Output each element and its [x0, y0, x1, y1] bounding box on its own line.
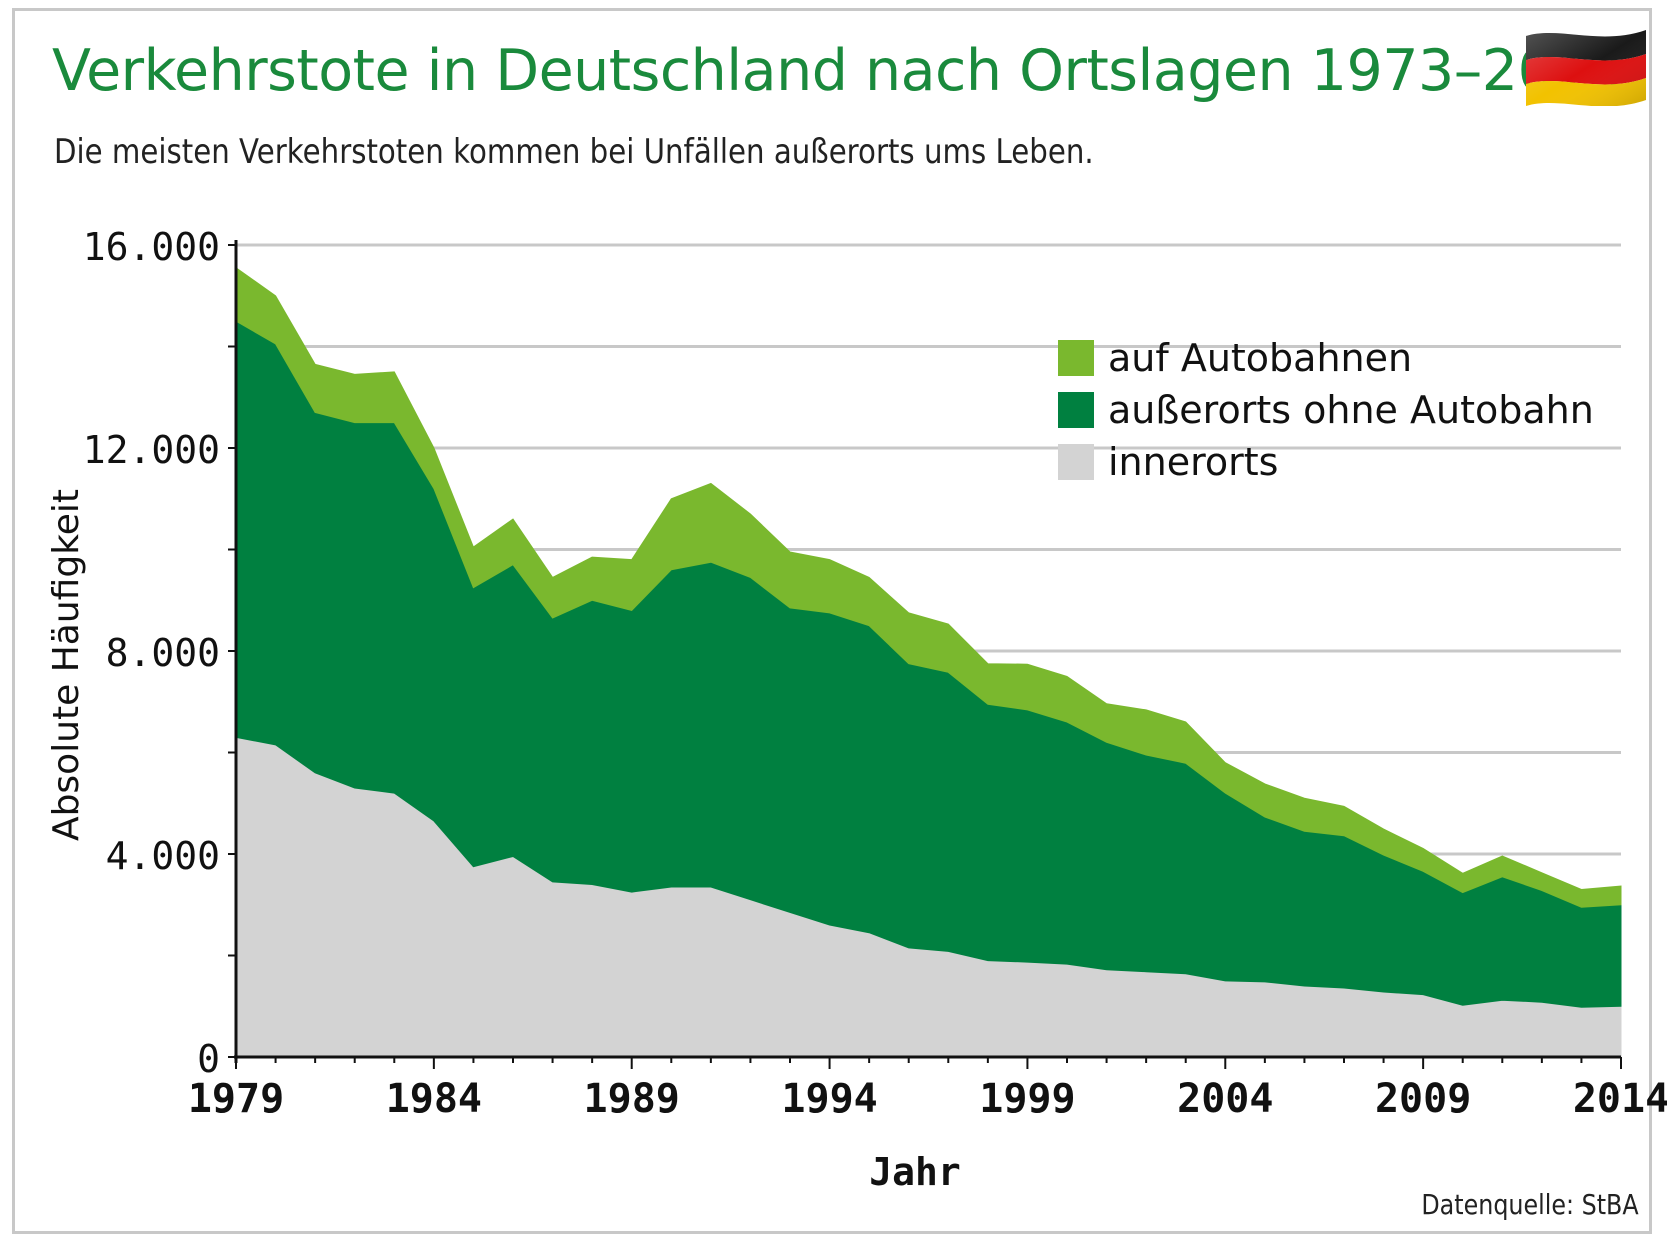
data-source: Datenquelle: StBA [1421, 1188, 1639, 1221]
x-tick-label: 1999 [979, 1076, 1075, 1122]
legend-label: innerorts [1108, 440, 1278, 484]
legend: auf Autobahnen außerorts ohne Autobahn inn… [1058, 336, 1594, 484]
axes [228, 240, 1622, 1069]
y-tick-label: 4.000 [106, 834, 220, 878]
x-tick-label: 2009 [1375, 1076, 1471, 1122]
chart-subtitle: Die meisten Verkehrstoten kommen bei Unf… [54, 132, 1094, 172]
x-tick-label: 1984 [386, 1076, 482, 1122]
legend-label: auf Autobahnen [1108, 336, 1412, 380]
y-tick-label: 0 [197, 1037, 220, 1081]
area-series [235, 266, 1622, 1058]
y-tick-label: 16.000 [83, 225, 220, 269]
x-tick-label: 1994 [781, 1076, 877, 1122]
x-tick-label: 2014 [1573, 1076, 1667, 1122]
y-tick-label: 12.000 [83, 428, 220, 472]
y-tick-label: 8.000 [106, 631, 220, 675]
area-autobahn [235, 266, 1622, 908]
legend-swatch [1058, 340, 1094, 376]
x-axis-label: Jahr [869, 1150, 961, 1194]
chart-frame [12, 8, 1652, 1234]
legend-swatch [1058, 444, 1094, 480]
german-flag-icon [1526, 30, 1646, 106]
y-axis-label: Absolute Häufigkeit [46, 489, 87, 841]
x-tick-label: 1989 [584, 1076, 680, 1122]
legend-swatch [1058, 392, 1094, 428]
tick-labels: 1979 1984 1989 1994 1999 2004 2009 2014 0 4.000 8.… [83, 225, 1667, 1122]
chart-title: Verkehrstote in Deutschland nach Ortslag… [52, 38, 1625, 104]
x-tick-label: 1979 [188, 1076, 284, 1122]
x-tick-label: 2004 [1177, 1076, 1273, 1122]
legend-label: außerorts ohne Autobahn [1108, 388, 1594, 432]
